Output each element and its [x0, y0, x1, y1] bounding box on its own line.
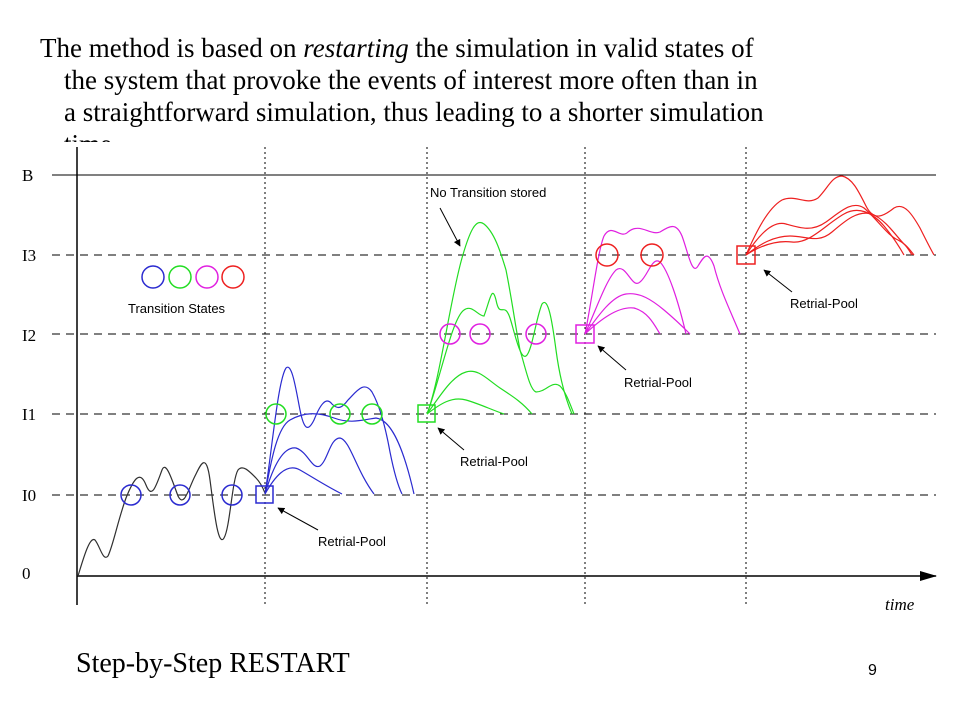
transition-state-green: [329, 403, 351, 425]
transition-state-red: [640, 243, 664, 267]
trajectory-phase4: [745, 175, 935, 256]
x-axis-label: time: [885, 595, 915, 614]
y-label-zero: 0: [22, 564, 31, 583]
y-label-b: B: [22, 166, 33, 185]
transition-state-blue: [169, 484, 191, 506]
retrial-pool-label-3: Retrial-Pool: [624, 375, 692, 390]
trajectory-group-phase4: [745, 175, 935, 256]
trajectory-phase4: [745, 209, 905, 256]
legend-marker-blue: [141, 265, 165, 289]
slide-caption: Step-by-Step RESTART: [76, 648, 350, 679]
trajectory-phase1: [264, 467, 343, 495]
retrial-pool-label-4: Retrial-Pool: [790, 296, 858, 311]
trajectory-group-phase3: [584, 225, 741, 335]
transition-state-green: [265, 403, 287, 425]
emphasized-word: restarting: [303, 33, 409, 63]
transition-state-magenta: [469, 323, 491, 345]
trajectory-phase3: [584, 307, 661, 335]
retrial-pool-arrow-1: [277, 507, 319, 531]
retrial-pool-box-phase3: [575, 324, 595, 344]
paragraph-line-2: the system that provoke the events of in…: [64, 65, 758, 95]
trajectory-phase3: [584, 225, 741, 335]
page-number: 9: [868, 662, 877, 679]
paragraph-line-4: time.: [40, 128, 920, 142]
y-label-i1: I1: [22, 405, 36, 424]
retrial-pool-arrow-2: [437, 427, 465, 451]
trajectory-phase2: [426, 398, 505, 415]
y-label-i0: I0: [22, 486, 36, 505]
legend-marker-magenta: [195, 265, 219, 289]
trajectory-phase2: [426, 292, 573, 415]
paragraph-text: the simulation in valid states of: [408, 33, 754, 63]
retrial-pool-box-phase4: [736, 245, 756, 265]
trajectory-phase1: [264, 366, 403, 495]
no-transition-arrow: [439, 207, 461, 247]
y-label-i3: I3: [22, 246, 36, 265]
trajectory-phase4: [745, 212, 913, 256]
trajectory-group-phase1: [264, 366, 415, 495]
trajectory-phase1: [264, 437, 375, 495]
retrial-pool-arrow-3: [597, 345, 627, 371]
trajectory-phase3: [584, 293, 691, 335]
legend-marker-green: [168, 265, 192, 289]
retrial-pool-box-phase1: [255, 485, 274, 504]
legend-label: Transition States: [128, 301, 226, 316]
trajectory-phase2: [426, 221, 575, 415]
trajectory-phase1: [264, 413, 415, 495]
transition-states-legend: Transition States: [128, 265, 245, 316]
transition-state-magenta: [525, 323, 547, 345]
no-transition-stored-label: No Transition stored: [430, 185, 546, 200]
trajectory-phase0: [77, 462, 266, 577]
trajectory-phase2: [426, 370, 533, 415]
restart-diagram: B I3 I2 I1 I0 0 time Transition States: [22, 147, 937, 614]
retrial-pool-box-phase2: [417, 404, 436, 423]
x-axis-arrow: [920, 571, 937, 581]
transition-state-blue: [120, 484, 142, 506]
transition-state-magenta: [439, 323, 461, 345]
retrial-pool-label-1: Retrial-Pool: [318, 534, 386, 549]
trajectory-group-phase2: [426, 221, 575, 415]
retrial-pool-arrow-4: [763, 269, 793, 293]
transition-state-blue: [221, 484, 243, 506]
retrial-pool-label-2: Retrial-Pool: [460, 454, 528, 469]
y-label-i2: I2: [22, 326, 36, 345]
transition-state-red: [595, 243, 619, 267]
legend-marker-red: [221, 265, 245, 289]
paragraph-line-1: The method is based on restarting the si…: [40, 32, 920, 64]
paragraph-text: The method is based on: [40, 33, 304, 63]
body-paragraph: The method is based on restarting the si…: [40, 32, 920, 142]
trajectory-phase4: [745, 204, 915, 256]
trajectory-phase3: [584, 260, 687, 335]
transition-state-green: [361, 403, 383, 425]
paragraph-line-3: a straightforward simulation, thus leadi…: [64, 97, 764, 127]
